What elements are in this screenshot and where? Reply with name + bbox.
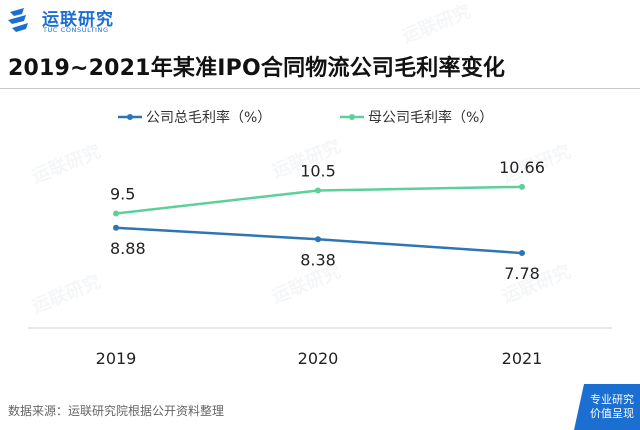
title-divider [0,88,640,89]
brand-name-en: TUC CONSULTING [43,26,109,34]
data-label-1-2021: 7.78 [504,264,540,283]
data-label-2-2019: 9.5 [110,185,135,204]
data-label-2-2021: 10.66 [499,158,545,177]
data-source-note: 数据来源：运联研究院根据公开资料整理 [8,404,225,418]
series-layer: 8.88 8.38 7.78 9.5 10.5 10.66 [110,158,545,283]
data-point-2-2021 [519,183,525,190]
brand-name: 运联研究 [42,10,114,30]
x-tick-label-2021: 2021 [502,349,543,368]
brand-logo: 运联研究 TUC CONSULTING [6,4,126,38]
corner-badge-text: 专业研究 价值呈现 [584,393,640,421]
corner-badge-line1: 专业研究 [590,393,634,406]
legend-marker-2 [349,114,355,120]
x-tick-label-2020: 2020 [298,349,339,368]
brand-logo-icon [8,8,28,32]
legend-marker-1 [127,114,133,120]
chart-title: 2019~2021年某准IPO合同物流公司毛利率变化 [8,56,506,81]
legend-label-1: 公司总毛利率（%） [146,109,271,126]
legend-label-2: 母公司毛利率（%） [368,109,493,126]
data-point-2-2019 [113,210,119,217]
data-point-1-2019 [113,224,119,231]
corner-badge-line2: 价值呈现 [590,407,634,420]
x-tick-labels: 2019 2020 2021 [96,349,543,368]
corner-badge [574,384,640,430]
data-label-1-2020: 8.38 [300,250,336,269]
data-point-2-2020 [315,187,321,194]
data-label-2-2020: 10.5 [300,162,336,181]
data-point-1-2020 [315,236,321,243]
data-label-1-2019: 8.88 [110,239,146,258]
x-tick-label-2019: 2019 [96,349,137,368]
data-point-1-2021 [519,250,525,257]
legend: 公司总毛利率（%） 母公司毛利率（%） [118,109,493,126]
line-chart: 公司总毛利率（%） 母公司毛利率（%） 8.88 8.38 7.78 9.5 10.5 10… [28,109,612,368]
